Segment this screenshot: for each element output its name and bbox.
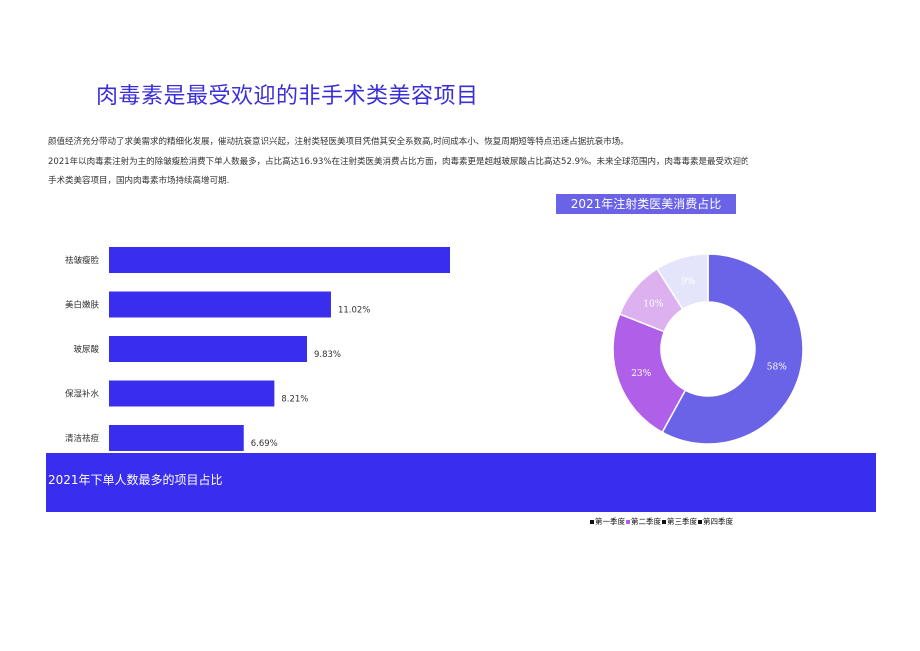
legend-item-label: 第二季度	[631, 517, 661, 526]
bar-category-label: 美白嫩肤	[65, 300, 100, 311]
donut-slice	[612, 313, 687, 434]
bar	[109, 425, 244, 451]
page-title: 肉毒素是最受欢迎的非手术类美容项目	[96, 84, 479, 109]
legend-swatch	[662, 520, 666, 524]
bar-value-label: 9.83%	[314, 350, 341, 360]
bar-value-label: 8.21%	[281, 395, 308, 405]
bar-category-label: 保湿补水	[65, 389, 100, 400]
legend-item-label: 第四季度	[703, 517, 733, 526]
donut-slice-label: 10%	[643, 300, 663, 310]
intro-paragraph-line-2: 2021年以肉毒素注射为主的除皱瘦脸消费下单人数最多，占比高达16.93%在注射…	[48, 157, 748, 167]
bar-value-label: 6.69%	[251, 439, 278, 449]
intro-paragraph-line-3: 手术类美容项目，国内肉毒素市场持续高增可期.	[48, 176, 230, 186]
donut-legend: 第一季度 第二季度 第三季度 第四季度	[590, 516, 734, 527]
donut-slice-label: 23%	[631, 369, 651, 379]
bar-chart-title: 2021年下单人数最多的项目占比	[48, 473, 223, 487]
bar	[109, 380, 275, 407]
bar	[109, 336, 307, 362]
donut-slice	[656, 253, 709, 311]
bar-category-label: 玻尿酸	[73, 344, 99, 355]
donut-slice	[661, 253, 804, 445]
legend-swatch	[698, 520, 702, 524]
bar	[109, 247, 450, 273]
bar-chart-title-banner: 2021年下单人数最多的项目占比	[46, 453, 876, 512]
bar-value-label: 11.02%	[338, 306, 370, 316]
donut-slice	[618, 267, 684, 333]
donut-slice-label: 9%	[681, 277, 696, 287]
donut-slice-label: 58%	[767, 363, 787, 373]
intro-paragraph-line-1: 颜值经济充分带动了求美需求的精细化发展，催动抗衰意识兴起，注射类轻医美项目凭借其…	[48, 137, 629, 147]
donut-chart-title: 2021年注射类医美消费占比	[556, 194, 736, 214]
bar	[109, 291, 331, 318]
legend-swatch	[626, 520, 630, 524]
legend-item-label: 第三季度	[667, 517, 697, 526]
bar-category-label: 清洁祛痘	[65, 433, 100, 444]
legend-item-label: 第一季度	[595, 517, 625, 526]
legend-swatch	[590, 520, 594, 524]
bar-category-label: 祛皱瘦脸	[65, 255, 100, 266]
